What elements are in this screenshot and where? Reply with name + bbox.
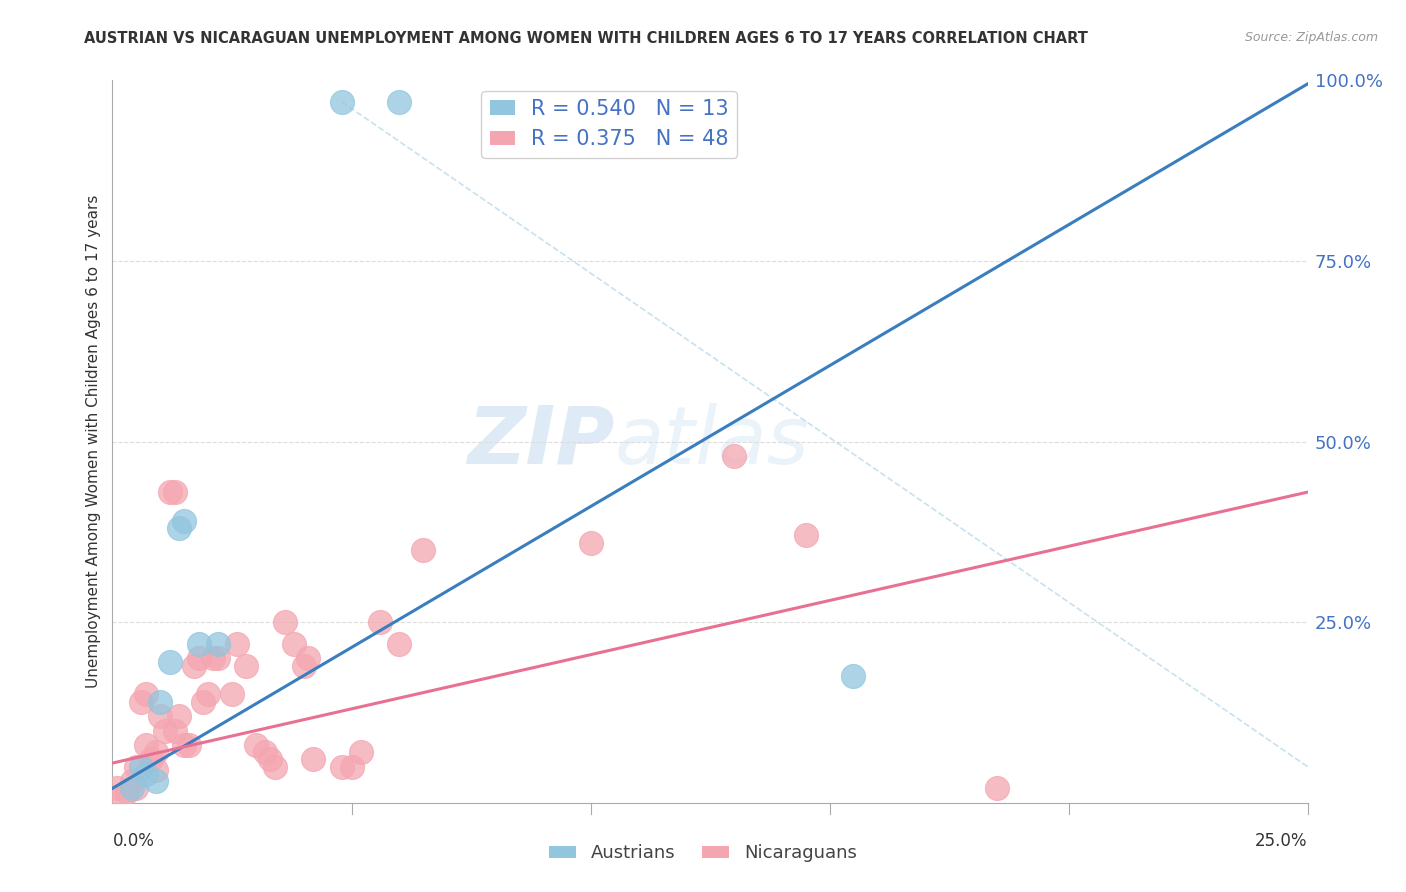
Point xyxy=(135,687,157,701)
Point xyxy=(163,485,186,500)
Point xyxy=(177,738,200,752)
Point xyxy=(254,745,277,759)
Point xyxy=(159,485,181,500)
Point xyxy=(169,709,191,723)
Point xyxy=(121,781,143,796)
Point xyxy=(163,723,186,738)
Legend: R = 0.540   N = 13, R = 0.375   N = 48: R = 0.540 N = 13, R = 0.375 N = 48 xyxy=(481,91,737,158)
Point xyxy=(125,760,148,774)
Point xyxy=(412,542,434,557)
Point xyxy=(292,658,315,673)
Point xyxy=(183,658,205,673)
Point xyxy=(986,781,1008,796)
Text: 0.0%: 0.0% xyxy=(112,832,155,850)
Point xyxy=(145,745,167,759)
Point xyxy=(207,651,229,665)
Point xyxy=(125,781,148,796)
Point xyxy=(169,521,191,535)
Point xyxy=(235,658,257,673)
Point xyxy=(207,637,229,651)
Point xyxy=(115,785,138,799)
Point xyxy=(388,95,411,109)
Point xyxy=(173,514,195,528)
Point xyxy=(129,760,152,774)
Text: 25.0%: 25.0% xyxy=(1256,832,1308,850)
Point xyxy=(145,764,167,778)
Point xyxy=(350,745,373,759)
Point xyxy=(794,528,817,542)
Legend: Austrians, Nicaraguans: Austrians, Nicaraguans xyxy=(541,838,865,870)
Point xyxy=(264,760,287,774)
Point xyxy=(330,760,353,774)
Point xyxy=(201,651,224,665)
Point xyxy=(187,651,209,665)
Point xyxy=(121,774,143,789)
Point xyxy=(105,781,128,796)
Point xyxy=(111,789,134,803)
Point xyxy=(173,738,195,752)
Point xyxy=(149,695,172,709)
Point xyxy=(159,655,181,669)
Point xyxy=(139,752,162,766)
Point xyxy=(273,615,295,630)
Point xyxy=(149,709,172,723)
Point xyxy=(259,752,281,766)
Point xyxy=(340,760,363,774)
Text: atlas: atlas xyxy=(614,402,810,481)
Point xyxy=(388,637,411,651)
Point xyxy=(297,651,319,665)
Text: AUSTRIAN VS NICARAGUAN UNEMPLOYMENT AMONG WOMEN WITH CHILDREN AGES 6 TO 17 YEARS: AUSTRIAN VS NICARAGUAN UNEMPLOYMENT AMON… xyxy=(84,31,1088,46)
Y-axis label: Unemployment Among Women with Children Ages 6 to 17 years: Unemployment Among Women with Children A… xyxy=(86,194,101,689)
Text: ZIP: ZIP xyxy=(467,402,614,481)
Point xyxy=(145,774,167,789)
Point xyxy=(302,752,325,766)
Point xyxy=(330,95,353,109)
Point xyxy=(225,637,247,651)
Point xyxy=(221,687,243,701)
Point xyxy=(579,535,602,549)
Text: Source: ZipAtlas.com: Source: ZipAtlas.com xyxy=(1244,31,1378,45)
Point xyxy=(283,637,305,651)
Point xyxy=(245,738,267,752)
Point xyxy=(187,637,209,651)
Point xyxy=(153,723,176,738)
Point xyxy=(135,767,157,781)
Point xyxy=(842,669,865,683)
Point xyxy=(723,449,745,463)
Point xyxy=(129,695,152,709)
Point xyxy=(368,615,391,630)
Point xyxy=(197,687,219,701)
Point xyxy=(193,695,215,709)
Point xyxy=(135,738,157,752)
